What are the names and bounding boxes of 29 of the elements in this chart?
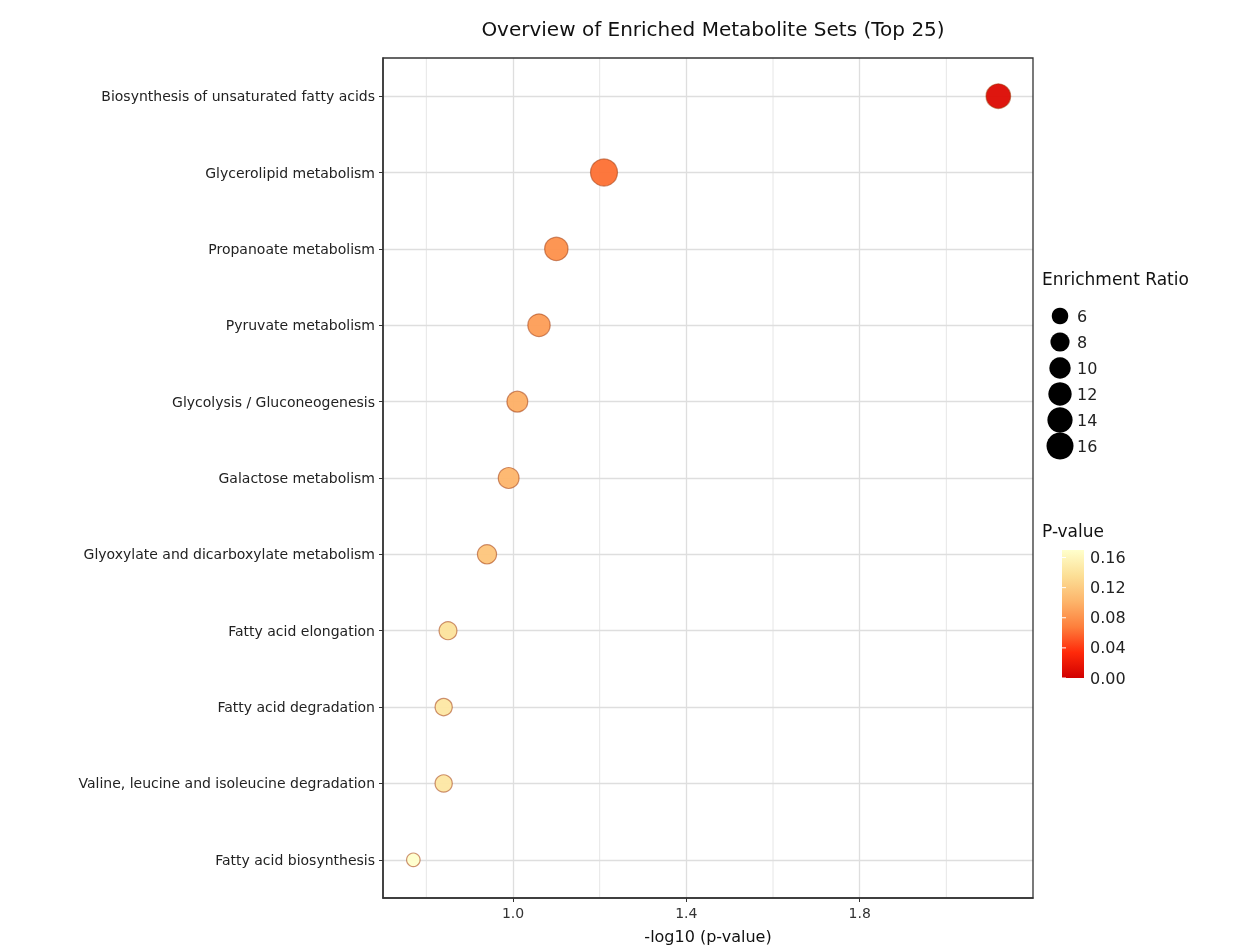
y-tick-label: Fatty acid degradation — [217, 699, 375, 716]
x-tick-label: 1.4 — [675, 905, 698, 921]
legend-title: Enrichment Ratio — [1042, 268, 1189, 289]
y-tick-label: Glyoxylate and dicarboxylate metabolism — [83, 546, 375, 563]
y-tick-label: Galactose metabolism — [218, 470, 375, 486]
legend-label: 12 — [1077, 384, 1098, 404]
y-tick-label: Glycerolipid metabolism — [205, 164, 375, 181]
legend-label: 6 — [1077, 306, 1088, 326]
y-tick-label: Fatty acid biosynthesis — [215, 851, 375, 868]
x-tick-label: 1.0 — [501, 905, 525, 921]
color-bar-title: P-value — [1042, 520, 1104, 541]
y-tick-label: Pyruvate metabolism — [225, 317, 375, 334]
y-tick-label: Biosynthesis of unsaturated fatty acids — [101, 88, 375, 105]
legend-label: 8 — [1077, 332, 1088, 352]
color-bar-label: 0.12 — [1090, 578, 1126, 598]
legend-label: 10 — [1077, 358, 1098, 378]
y-tick-label: Valine, leucine and isoleucine degradation — [78, 775, 375, 792]
x-tick-label: 1.8 — [848, 905, 871, 921]
color-bar-label: 0.16 — [1090, 548, 1126, 568]
chart-title: Overview of Enriched Metabolite Sets (Top 25) — [481, 17, 945, 41]
y-tick-label: Fatty acid elongation — [228, 622, 375, 639]
legend-label: 16 — [1077, 436, 1098, 456]
color-bar-label: 0.00 — [1090, 668, 1126, 688]
x-axis-title: -log10 (p-value) — [644, 926, 772, 946]
legend-label: 14 — [1077, 410, 1098, 430]
y-tick-label: Glycolysis / Gluconeogenesis — [172, 393, 375, 410]
color-bar-label: 0.04 — [1090, 638, 1126, 658]
y-tick-label: Propanoate metabolism — [208, 240, 375, 257]
color-bar-label: 0.08 — [1090, 608, 1126, 628]
